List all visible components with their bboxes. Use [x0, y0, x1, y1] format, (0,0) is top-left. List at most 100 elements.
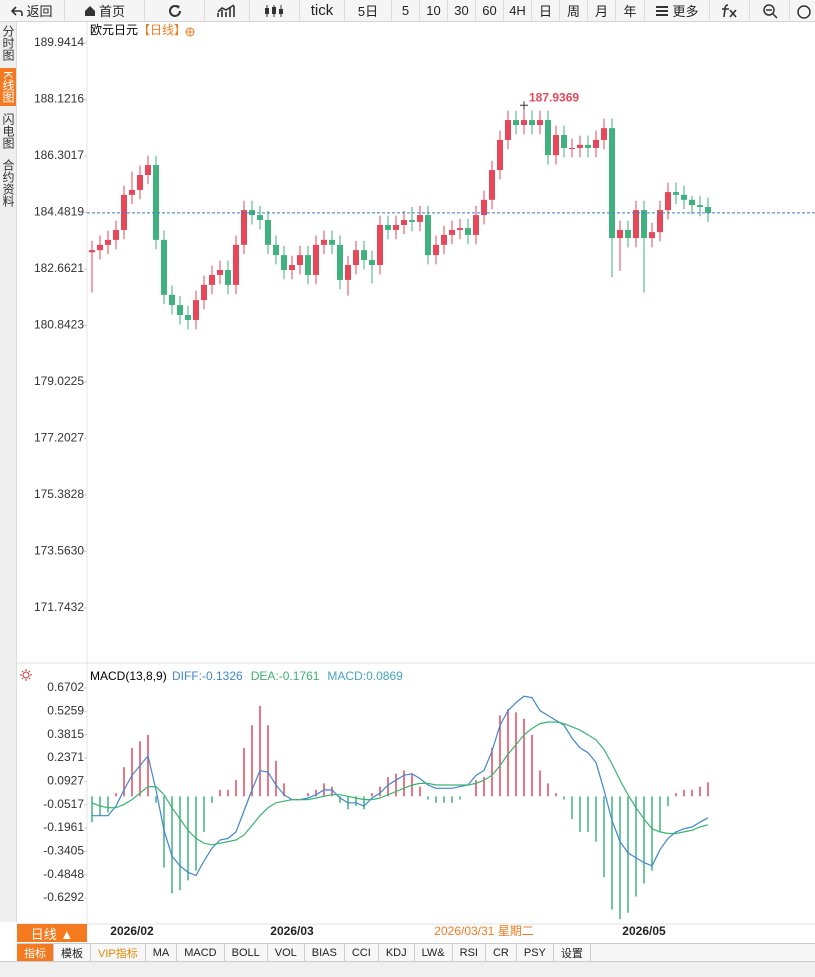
indicator-tab[interactable]: MACD	[177, 944, 225, 961]
footer-bar	[0, 961, 815, 977]
period-button[interactable]: 月	[588, 0, 616, 21]
side-tab[interactable]: 合约资料	[1, 159, 15, 208]
candle-body	[577, 144, 583, 148]
indicator-tab[interactable]: BOLL	[225, 944, 268, 961]
side-tab[interactable]: 闪电图	[1, 113, 15, 150]
y-tick-label: -0.4848	[43, 867, 84, 881]
indicator-tab[interactable]: CR	[486, 944, 517, 961]
side-tab[interactable]: 分时图	[1, 25, 15, 61]
candle-body	[305, 255, 311, 275]
candle-body	[593, 139, 599, 148]
candle-body	[673, 192, 679, 195]
indicator-tab[interactable]: BIAS	[305, 944, 345, 961]
period-button[interactable]: tick	[300, 0, 345, 21]
candle-body	[513, 120, 519, 126]
candle-body	[161, 239, 167, 295]
indicator-tab[interactable]: RSI	[453, 944, 486, 961]
period-button[interactable]: 周	[560, 0, 588, 21]
candle-body	[497, 139, 503, 171]
candle-body	[489, 170, 495, 200]
candle-body	[297, 255, 303, 266]
candle-body	[209, 274, 215, 285]
candle-body	[129, 189, 135, 195]
side-tab[interactable]: K线图	[0, 68, 16, 107]
candle-body	[545, 120, 551, 156]
y-tick-label: 0.0927	[47, 774, 84, 788]
candle-body	[473, 215, 479, 235]
indicator-tabs: 指标 模板 VIP指标 MA MACD BOLL VOL BIAS CCI KDJ LW& RSI CR…	[17, 943, 815, 961]
y-tick-label: 171.7432	[34, 600, 84, 614]
y-tick-label: 180.8423	[34, 318, 84, 332]
indicator-tab[interactable]: CCI	[345, 944, 379, 961]
candle-body	[353, 250, 359, 266]
back-button[interactable]: 返回	[0, 0, 65, 21]
indicator-tab[interactable]: VOL	[268, 944, 305, 961]
indicator-tab[interactable]: KDJ	[379, 944, 415, 961]
candle-body	[321, 239, 327, 245]
candle-body	[233, 244, 239, 285]
y-tick-label: 0.2371	[47, 750, 84, 764]
line-chart-button[interactable]	[205, 0, 250, 21]
candle-body	[665, 192, 671, 211]
y-tick-label: 177.2027	[34, 431, 84, 445]
indicator-tab[interactable]: MA	[146, 944, 178, 961]
candle-body	[505, 120, 511, 140]
zoom-in-button[interactable]	[790, 0, 815, 21]
home-button[interactable]: 首页	[65, 0, 145, 21]
indicator-line	[92, 695, 709, 877]
period-button[interactable]: 5	[392, 0, 420, 21]
candle-button[interactable]	[250, 0, 300, 21]
candle-body	[457, 228, 463, 230]
y-tick-label: 186.3017	[34, 148, 84, 162]
chart: 欧元日元 【日线】 MACD(13,8,9) 189.9414 188.1216 1…	[17, 22, 815, 938]
period-button[interactable]: 30	[448, 0, 476, 21]
candle-body	[625, 229, 631, 239]
y-tick-label: -0.0517	[43, 797, 84, 811]
period-button[interactable]: 60	[476, 0, 504, 21]
candle-body	[633, 210, 639, 239]
period-button[interactable]: 年	[616, 0, 645, 21]
max-marker	[520, 101, 528, 110]
candle-body	[169, 294, 175, 306]
more-button[interactable]: 更多	[645, 0, 710, 21]
period-button[interactable]: 日	[532, 0, 560, 21]
candle-body	[561, 134, 567, 148]
candle-body	[97, 244, 103, 251]
indicator-tab[interactable]: LW&	[415, 944, 453, 961]
candle-body	[113, 229, 119, 240]
settings-icon[interactable]	[20, 669, 32, 681]
readout: MACD:0.0869	[327, 669, 403, 683]
period-button[interactable]: 4H	[504, 0, 532, 21]
y-tick-label: 0.3815	[47, 727, 84, 741]
candle-body	[553, 134, 559, 156]
zoom-out-button[interactable]	[750, 0, 790, 21]
chart-title: 欧元日元	[90, 23, 138, 37]
indicator-tab[interactable]: PSY	[517, 944, 554, 961]
refresh-button[interactable]	[145, 0, 205, 21]
candle-body	[705, 206, 711, 213]
indicator-tab[interactable]: 指标	[17, 944, 54, 961]
side-tabs: 分时图 K线图闪电图合约资料	[0, 22, 17, 922]
indicator-tab[interactable]: VIP指标	[91, 944, 146, 961]
x-tick-label: 2026/03	[270, 924, 314, 938]
candle-body	[89, 250, 95, 253]
candle-body	[617, 229, 623, 239]
candle-body	[385, 224, 391, 230]
period-button[interactable]: 10	[420, 0, 448, 21]
period-button[interactable]: 5日	[345, 0, 392, 21]
period-dropdown[interactable]: 日线 ▲	[17, 924, 87, 942]
candle-body	[521, 120, 527, 126]
candle-body	[393, 224, 399, 230]
candle-body	[201, 284, 207, 301]
candle-body	[105, 239, 111, 245]
indicator-tab[interactable]: 模板	[54, 944, 91, 961]
formula-button[interactable]	[710, 0, 750, 21]
x-tick-label: 2026/02	[110, 924, 154, 938]
add-icon[interactable]	[185, 27, 195, 37]
indicator-tab[interactable]: 设置	[554, 944, 591, 961]
readout: DIFF:-0.1326	[172, 669, 243, 683]
candle-body	[185, 315, 191, 320]
candle-body	[641, 210, 647, 239]
toolbar: 返回 首页 tick 5日 5 10 30 60 4H 日 周 月 年 更多	[0, 0, 815, 22]
